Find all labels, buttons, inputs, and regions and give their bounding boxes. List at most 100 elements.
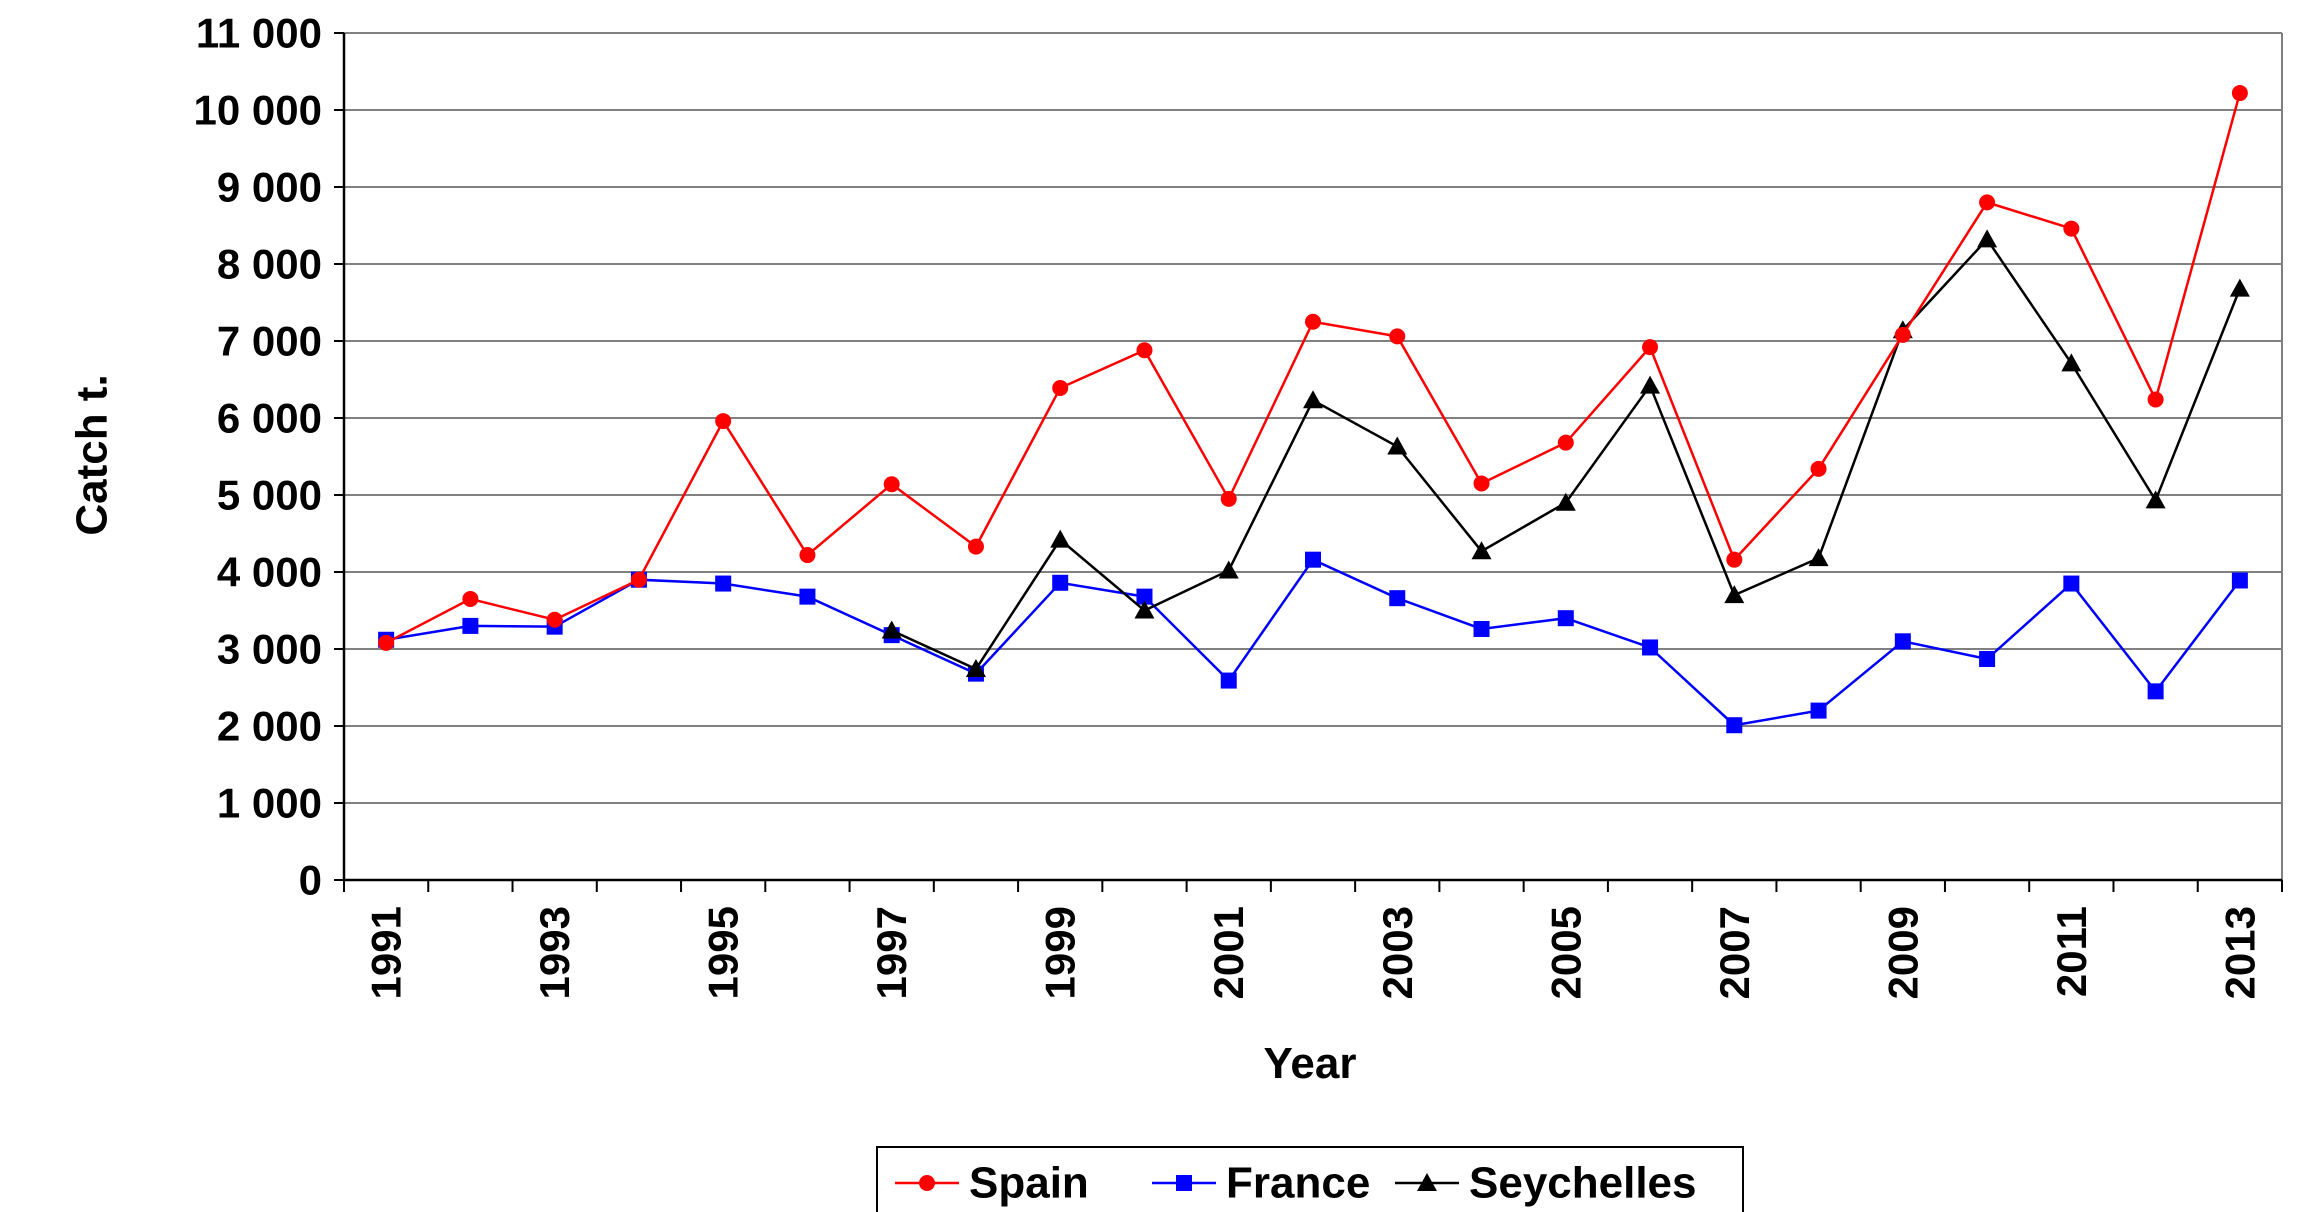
- point-spain: [799, 547, 816, 564]
- point-seychelles: [1218, 560, 1239, 579]
- point-spain: [1305, 313, 1321, 330]
- point-seychelles: [1134, 600, 1155, 619]
- y-tick-label: 7 000: [217, 318, 322, 365]
- point-spain: [2147, 391, 2164, 408]
- point-france: [1810, 702, 1827, 719]
- series-spain: [378, 85, 2248, 651]
- point-france: [1473, 620, 1490, 637]
- legend-marker-spain: [919, 1175, 935, 1191]
- point-france: [1726, 717, 1743, 734]
- x-tick-label: 2013: [2216, 906, 2263, 999]
- x-axis-title: Year: [1264, 1039, 1357, 1088]
- x-tick-label: 2007: [1711, 906, 1758, 999]
- line-seychelles: [891, 237, 2242, 671]
- point-france: [462, 617, 479, 634]
- point-france: [1894, 633, 1911, 650]
- series-france: [378, 551, 2248, 734]
- y-tick-label: 9 000: [217, 164, 322, 211]
- legend-marker-france: [1176, 1175, 1192, 1191]
- point-seychelles: [1050, 529, 1071, 548]
- legend-label-france: France: [1226, 1159, 1370, 1208]
- point-spain: [1136, 342, 1153, 359]
- x-tick-label: 1999: [1037, 906, 1084, 999]
- point-spain: [1726, 551, 1743, 568]
- x-tick-label: 1995: [700, 906, 747, 999]
- point-spain: [1557, 434, 1574, 451]
- point-seychelles: [1387, 436, 1408, 455]
- point-seychelles: [1555, 492, 1576, 511]
- point-france: [1220, 672, 1237, 689]
- x-tick-label: 2005: [1542, 906, 1589, 999]
- y-axis-title: Catch t.: [68, 374, 117, 535]
- point-spain: [1389, 328, 1406, 345]
- point-france: [2147, 683, 2164, 700]
- y-tick-label: 11 000: [196, 10, 322, 57]
- legend-label-spain: Spain: [969, 1159, 1089, 1208]
- gridlines: [344, 32, 2282, 804]
- point-seychelles: [881, 620, 902, 639]
- point-spain: [462, 590, 479, 607]
- point-seychelles: [2145, 490, 2166, 509]
- y-tick-label: 6 000: [217, 395, 322, 442]
- point-france: [715, 575, 732, 592]
- point-spain: [1979, 194, 1996, 211]
- x-tick-label: 1993: [531, 906, 578, 999]
- point-france: [1557, 610, 1574, 627]
- y-axis-ticks: 0 1 000 2 000 3 000 4 000 5 000 6 000 7 000 8 00…: [194, 10, 344, 904]
- series-seychelles: [881, 229, 2250, 678]
- point-seychelles: [1471, 541, 1492, 560]
- point-france: [2063, 575, 2080, 592]
- point-spain: [1220, 490, 1237, 507]
- point-spain: [2063, 220, 2080, 237]
- y-tick-label: 5 000: [217, 472, 322, 519]
- point-france: [799, 588, 816, 605]
- point-france: [2231, 572, 2248, 589]
- legend-label-seychelles: Seychelles: [1469, 1159, 1697, 1208]
- point-france: [1979, 651, 1996, 668]
- legend-box: [876, 1146, 1744, 1212]
- legend: Spain France Seychelles: [876, 1146, 1744, 1212]
- point-france: [1642, 639, 1659, 656]
- point-france: [1389, 590, 1406, 607]
- point-seychelles: [1724, 585, 1745, 604]
- point-spain: [1642, 339, 1659, 356]
- point-seychelles: [2061, 353, 2082, 372]
- point-spain: [1473, 475, 1490, 492]
- y-tick-label: 10 000: [194, 87, 322, 134]
- y-tick-label: 1 000: [217, 780, 322, 827]
- series-group: [378, 85, 2250, 734]
- axes: [342, 32, 2283, 882]
- x-axis-ticks: 1991 1993 1995 1997 1999 2001 2003 2005 2007 2009…: [343, 880, 2283, 999]
- point-seychelles: [965, 659, 986, 678]
- point-spain: [883, 476, 900, 493]
- x-tick-label: 1997: [868, 906, 915, 999]
- point-seychelles: [1640, 375, 1661, 394]
- x-tick-label: 1991: [363, 906, 410, 999]
- point-seychelles: [1977, 229, 1998, 248]
- point-seychelles: [2229, 278, 2250, 297]
- y-tick-label: 3 000: [217, 626, 322, 673]
- point-seychelles: [1303, 390, 1323, 409]
- point-france: [1305, 551, 1321, 568]
- point-spain: [378, 634, 395, 651]
- point-spain: [967, 538, 984, 555]
- legend-marker-seychelles: [1417, 1173, 1437, 1191]
- point-spain: [1894, 326, 1911, 343]
- x-tick-label: 2009: [1879, 906, 1926, 999]
- point-spain: [2231, 85, 2248, 102]
- x-tick-label: 2003: [1374, 906, 1421, 999]
- x-tick-label: 2001: [1205, 906, 1252, 999]
- y-tick-label: 4 000: [217, 549, 322, 596]
- point-spain: [546, 611, 563, 628]
- line-france: [385, 558, 2241, 727]
- point-france: [1052, 574, 1069, 591]
- point-france: [1136, 588, 1153, 605]
- point-seychelles: [1808, 548, 1829, 567]
- x-tick-label: 2011: [2048, 906, 2095, 997]
- point-spain: [630, 571, 647, 588]
- y-tick-label: 8 000: [217, 241, 322, 288]
- y-tick-label: 0: [299, 857, 322, 904]
- point-spain: [1052, 379, 1069, 396]
- point-spain: [1810, 460, 1827, 477]
